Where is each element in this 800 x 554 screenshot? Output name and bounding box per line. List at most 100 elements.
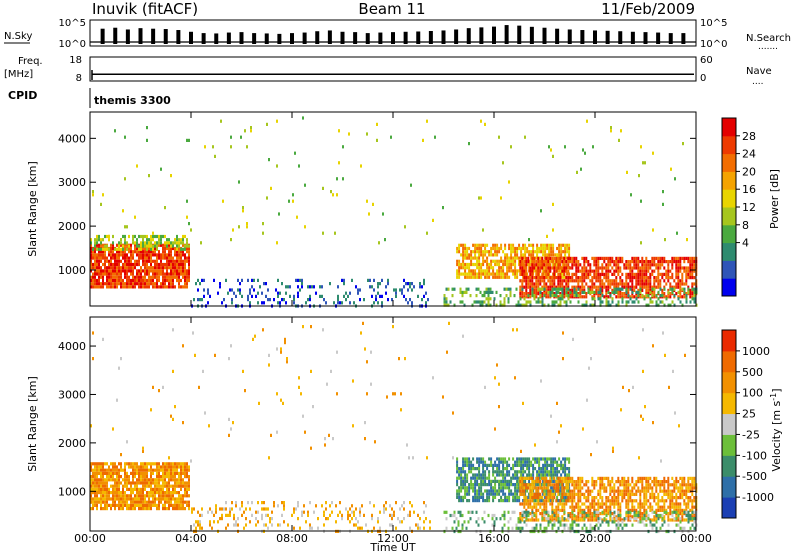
heat-cell [142, 465, 144, 469]
heat-cell [671, 290, 674, 294]
heat-cell [373, 301, 375, 305]
heat-cell [100, 500, 102, 504]
heat-cell [549, 256, 552, 260]
heat-cell [158, 468, 160, 472]
heat-cell [595, 256, 598, 260]
heat-cell [462, 495, 465, 499]
heat-cell [530, 460, 533, 464]
heat-cell [595, 285, 598, 289]
heat-cell [116, 266, 118, 270]
heat-cell [643, 272, 646, 276]
heat-cell [480, 486, 483, 490]
heat-cell [108, 259, 110, 263]
heat-cell [617, 269, 620, 273]
heat-cell [605, 518, 608, 522]
heat-cell [659, 294, 662, 298]
heat-cell [639, 512, 642, 516]
heat-cell [237, 288, 239, 292]
heat-cell [460, 272, 463, 276]
heat-cell [527, 499, 530, 503]
heat-cell [519, 515, 522, 519]
heat-cell [567, 279, 570, 283]
heat-cell [667, 489, 670, 493]
heat-cell [521, 480, 524, 484]
heat-cell [529, 518, 532, 522]
heat-cell [583, 266, 586, 270]
heat-cell [537, 486, 540, 490]
heat-cell [168, 259, 170, 263]
heat-cell [96, 475, 98, 479]
heat-cell [136, 238, 138, 242]
heat-cell [100, 250, 102, 254]
heat-cell [116, 481, 118, 485]
heat-cell [564, 470, 567, 474]
heat-cell [682, 142, 684, 146]
heat-cell [140, 266, 142, 270]
heat-cell [184, 269, 186, 273]
heat-cell [144, 475, 146, 479]
heat-cell [265, 294, 267, 298]
heat-cell [663, 483, 666, 487]
heat-cell [508, 259, 511, 263]
heat-cell [404, 225, 406, 229]
heat-cell [464, 243, 467, 247]
heat-cell [597, 288, 600, 292]
heat-cell [104, 259, 106, 263]
heat-cell [535, 285, 538, 289]
heat-cell [507, 297, 510, 301]
heat-cell [543, 279, 546, 283]
heat-cell [667, 483, 670, 487]
noise-bar [365, 33, 370, 44]
heat-cell [502, 460, 505, 464]
heat-cell [184, 471, 186, 475]
heat-cell [567, 276, 570, 280]
heat-cell [482, 457, 485, 461]
heat-cell [581, 282, 584, 286]
heat-cell [591, 297, 594, 301]
heat-cell [490, 250, 493, 254]
heat-cell [136, 497, 138, 501]
heat-cell [496, 253, 499, 257]
heat-cell [174, 285, 176, 289]
heat-cell [154, 462, 156, 466]
heat-cell [599, 476, 602, 480]
heat-cell [693, 263, 696, 267]
heat-cell [178, 507, 180, 511]
heat-cell [182, 275, 184, 279]
heat-cell [518, 499, 521, 503]
y-tick-label: 4000 [58, 132, 86, 145]
heat-cell [627, 282, 630, 286]
heat-cell [134, 285, 136, 289]
heat-cell [527, 518, 530, 522]
heat-cell [681, 476, 684, 480]
heat-cell [536, 473, 539, 477]
heat-cell [484, 479, 487, 483]
heat-cell [535, 476, 538, 480]
heat-cell [627, 272, 630, 276]
heat-cell [693, 486, 696, 490]
heat-cell [368, 212, 370, 216]
heat-cell [566, 495, 569, 499]
heat-cell [287, 285, 289, 289]
heat-cell [174, 507, 176, 511]
heat-cell [568, 489, 571, 493]
heat-cell [538, 250, 541, 254]
heat-cell [514, 476, 517, 480]
heat-cell [671, 499, 674, 503]
heat-cell [587, 492, 590, 496]
heat-cell [609, 480, 612, 484]
heat-cell [144, 266, 146, 270]
heat-cell [447, 287, 450, 291]
heat-cell [549, 480, 552, 484]
heat-cell [560, 489, 563, 493]
heat-cell [466, 486, 469, 490]
heat-cell [528, 262, 531, 267]
heat-cell [482, 473, 485, 477]
heat-cell [506, 479, 509, 483]
heat-cell [537, 480, 540, 484]
heat-cell [663, 476, 666, 480]
heat-cell [653, 276, 656, 280]
heat-cell [178, 250, 180, 254]
heat-cell [470, 470, 473, 474]
heat-cell [158, 484, 160, 488]
